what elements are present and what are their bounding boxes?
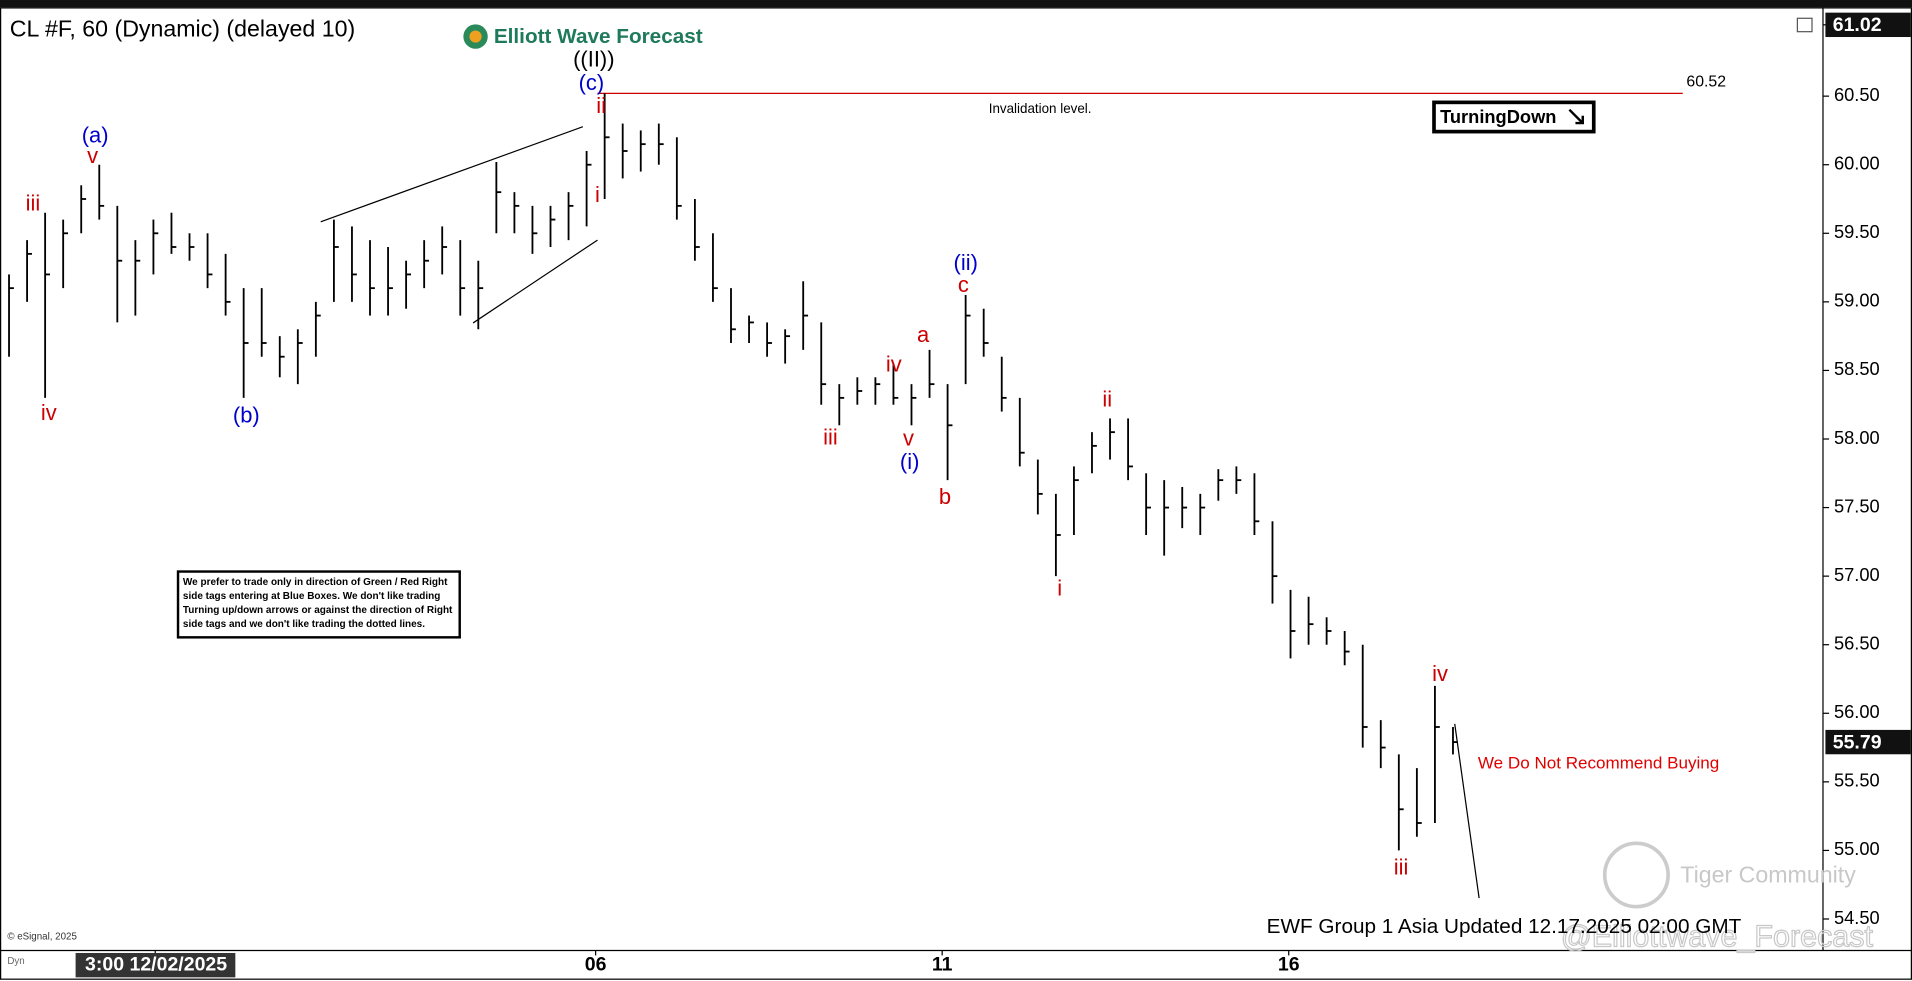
y-tick-label: 55.50: [1834, 770, 1880, 791]
y-tick-label: 58.00: [1834, 427, 1880, 448]
wave-label: ((II)): [573, 47, 614, 72]
window-button[interactable]: [1796, 17, 1813, 33]
y-tick-label: 57.50: [1834, 495, 1880, 516]
wave-label: iv: [886, 351, 902, 376]
wave-label: (ii): [954, 250, 978, 275]
wave-label: v: [87, 143, 98, 168]
price-badge: [1825, 12, 1911, 38]
wave-label: (c): [579, 70, 605, 95]
brand: Elliott Wave Forecast: [494, 25, 703, 48]
notice-line: We prefer to trade only in direction of …: [183, 577, 448, 588]
wave-label: iv: [1432, 661, 1448, 686]
last-price-badge: [1825, 729, 1911, 755]
signal-label: TurningDown: [1440, 106, 1556, 127]
wave-label: i: [1057, 576, 1062, 601]
y-tick-label: 54.50: [1834, 907, 1880, 928]
x-tick-label: 06: [585, 953, 607, 975]
wave-label: a: [917, 322, 930, 347]
wave-label: ii: [596, 93, 606, 118]
wave-label: (i): [900, 449, 920, 474]
y-tick-label: 58.50: [1834, 358, 1880, 379]
wedge-upper: [320, 126, 584, 223]
x-tick-label: 3:00 12/02/2025: [85, 953, 227, 975]
copyright: © eSignal, 2025: [7, 932, 77, 943]
signal-arrow: [1568, 108, 1584, 125]
y-tick-label: 60.50: [1834, 84, 1880, 105]
wave-label: iii: [1394, 855, 1409, 880]
y-tick-label: 60.00: [1834, 153, 1880, 174]
wave-label: (a): [82, 122, 109, 147]
wave-label: iii: [823, 425, 838, 450]
projection-line: [1454, 723, 1480, 899]
y-tick-label: 59.00: [1834, 290, 1880, 311]
y-tick-label: 61.02: [1833, 14, 1882, 36]
signal-box: [1432, 100, 1596, 134]
wedge-lower: [472, 239, 598, 324]
wave-label: iv: [41, 400, 57, 425]
notice-line: side tags entering at Blue Boxes. We don…: [183, 591, 440, 602]
y-tick-label: 57.00: [1834, 564, 1880, 585]
watermark: Tiger Community: [1680, 861, 1856, 887]
chart-title: CL #F, 60 (Dynamic) (delayed 10): [10, 16, 355, 42]
wave-label: b: [939, 484, 951, 509]
invalidation-value: 60.52: [1686, 74, 1726, 91]
logo-icon-core: [469, 30, 482, 43]
last-price-label: 55.79: [1833, 731, 1882, 753]
x-tick-badge: [75, 952, 236, 978]
wave-label: c: [958, 272, 969, 297]
frame: [0, 7, 1912, 980]
invalidation-label: Invalidation level.: [989, 101, 1092, 116]
y-tick-label: 55.00: [1834, 838, 1880, 859]
y-tick-label: 59.50: [1834, 221, 1880, 242]
update-note: EWF Group 1 Asia Updated 12.17.2025 02:0…: [1267, 915, 1742, 938]
x-tick-label: 11: [932, 953, 953, 975]
x-tick-label: 16: [1278, 953, 1300, 975]
wave-label: v: [903, 426, 914, 451]
notice-box: [176, 570, 461, 639]
top-strip: [0, 0, 1912, 8]
wave-label: iii: [26, 191, 41, 216]
y-tick-label: 56.00: [1834, 701, 1880, 722]
y-tick-label: 56.50: [1834, 633, 1880, 654]
wave-label: (b): [233, 403, 260, 428]
notice-line: Turning up/down arrows or against the di…: [183, 605, 453, 616]
wave-label: ii: [1102, 387, 1112, 412]
watermark-icon: [1602, 841, 1670, 909]
wave-label: i: [595, 182, 600, 207]
mode: Dyn: [7, 956, 24, 967]
handle: @Elliottwave_Forecast: [1561, 919, 1874, 953]
recommendation: We Do Not Recommend Buying: [1478, 754, 1719, 773]
notice-line: side tags and we don't like trading the …: [183, 619, 425, 630]
